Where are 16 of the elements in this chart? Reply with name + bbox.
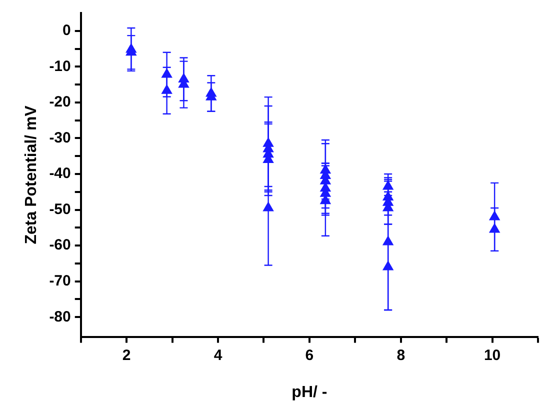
y-axis-title: Zeta Potential/ mV [23, 105, 40, 244]
y-tick-label: -30 [49, 129, 71, 146]
y-tick-label: -50 [49, 200, 71, 218]
x-tick-label: 6 [305, 346, 314, 364]
x-tick-label: 4 [214, 346, 223, 364]
x-tick-label: 10 [484, 346, 501, 364]
y-tick-label: -10 [49, 58, 71, 75]
y-tick-label: -70 [49, 272, 71, 290]
y-tick-label: -40 [49, 165, 71, 182]
y-tick-label: 0 [62, 22, 71, 40]
x-axis-title: pH/ - [292, 384, 328, 401]
y-tick-label: -60 [49, 236, 71, 254]
y-tick-label: -80 [49, 308, 71, 326]
x-tick-label: 2 [122, 346, 131, 364]
x-tick-label: 8 [396, 346, 406, 364]
y-tick-label: -20 [49, 94, 71, 111]
